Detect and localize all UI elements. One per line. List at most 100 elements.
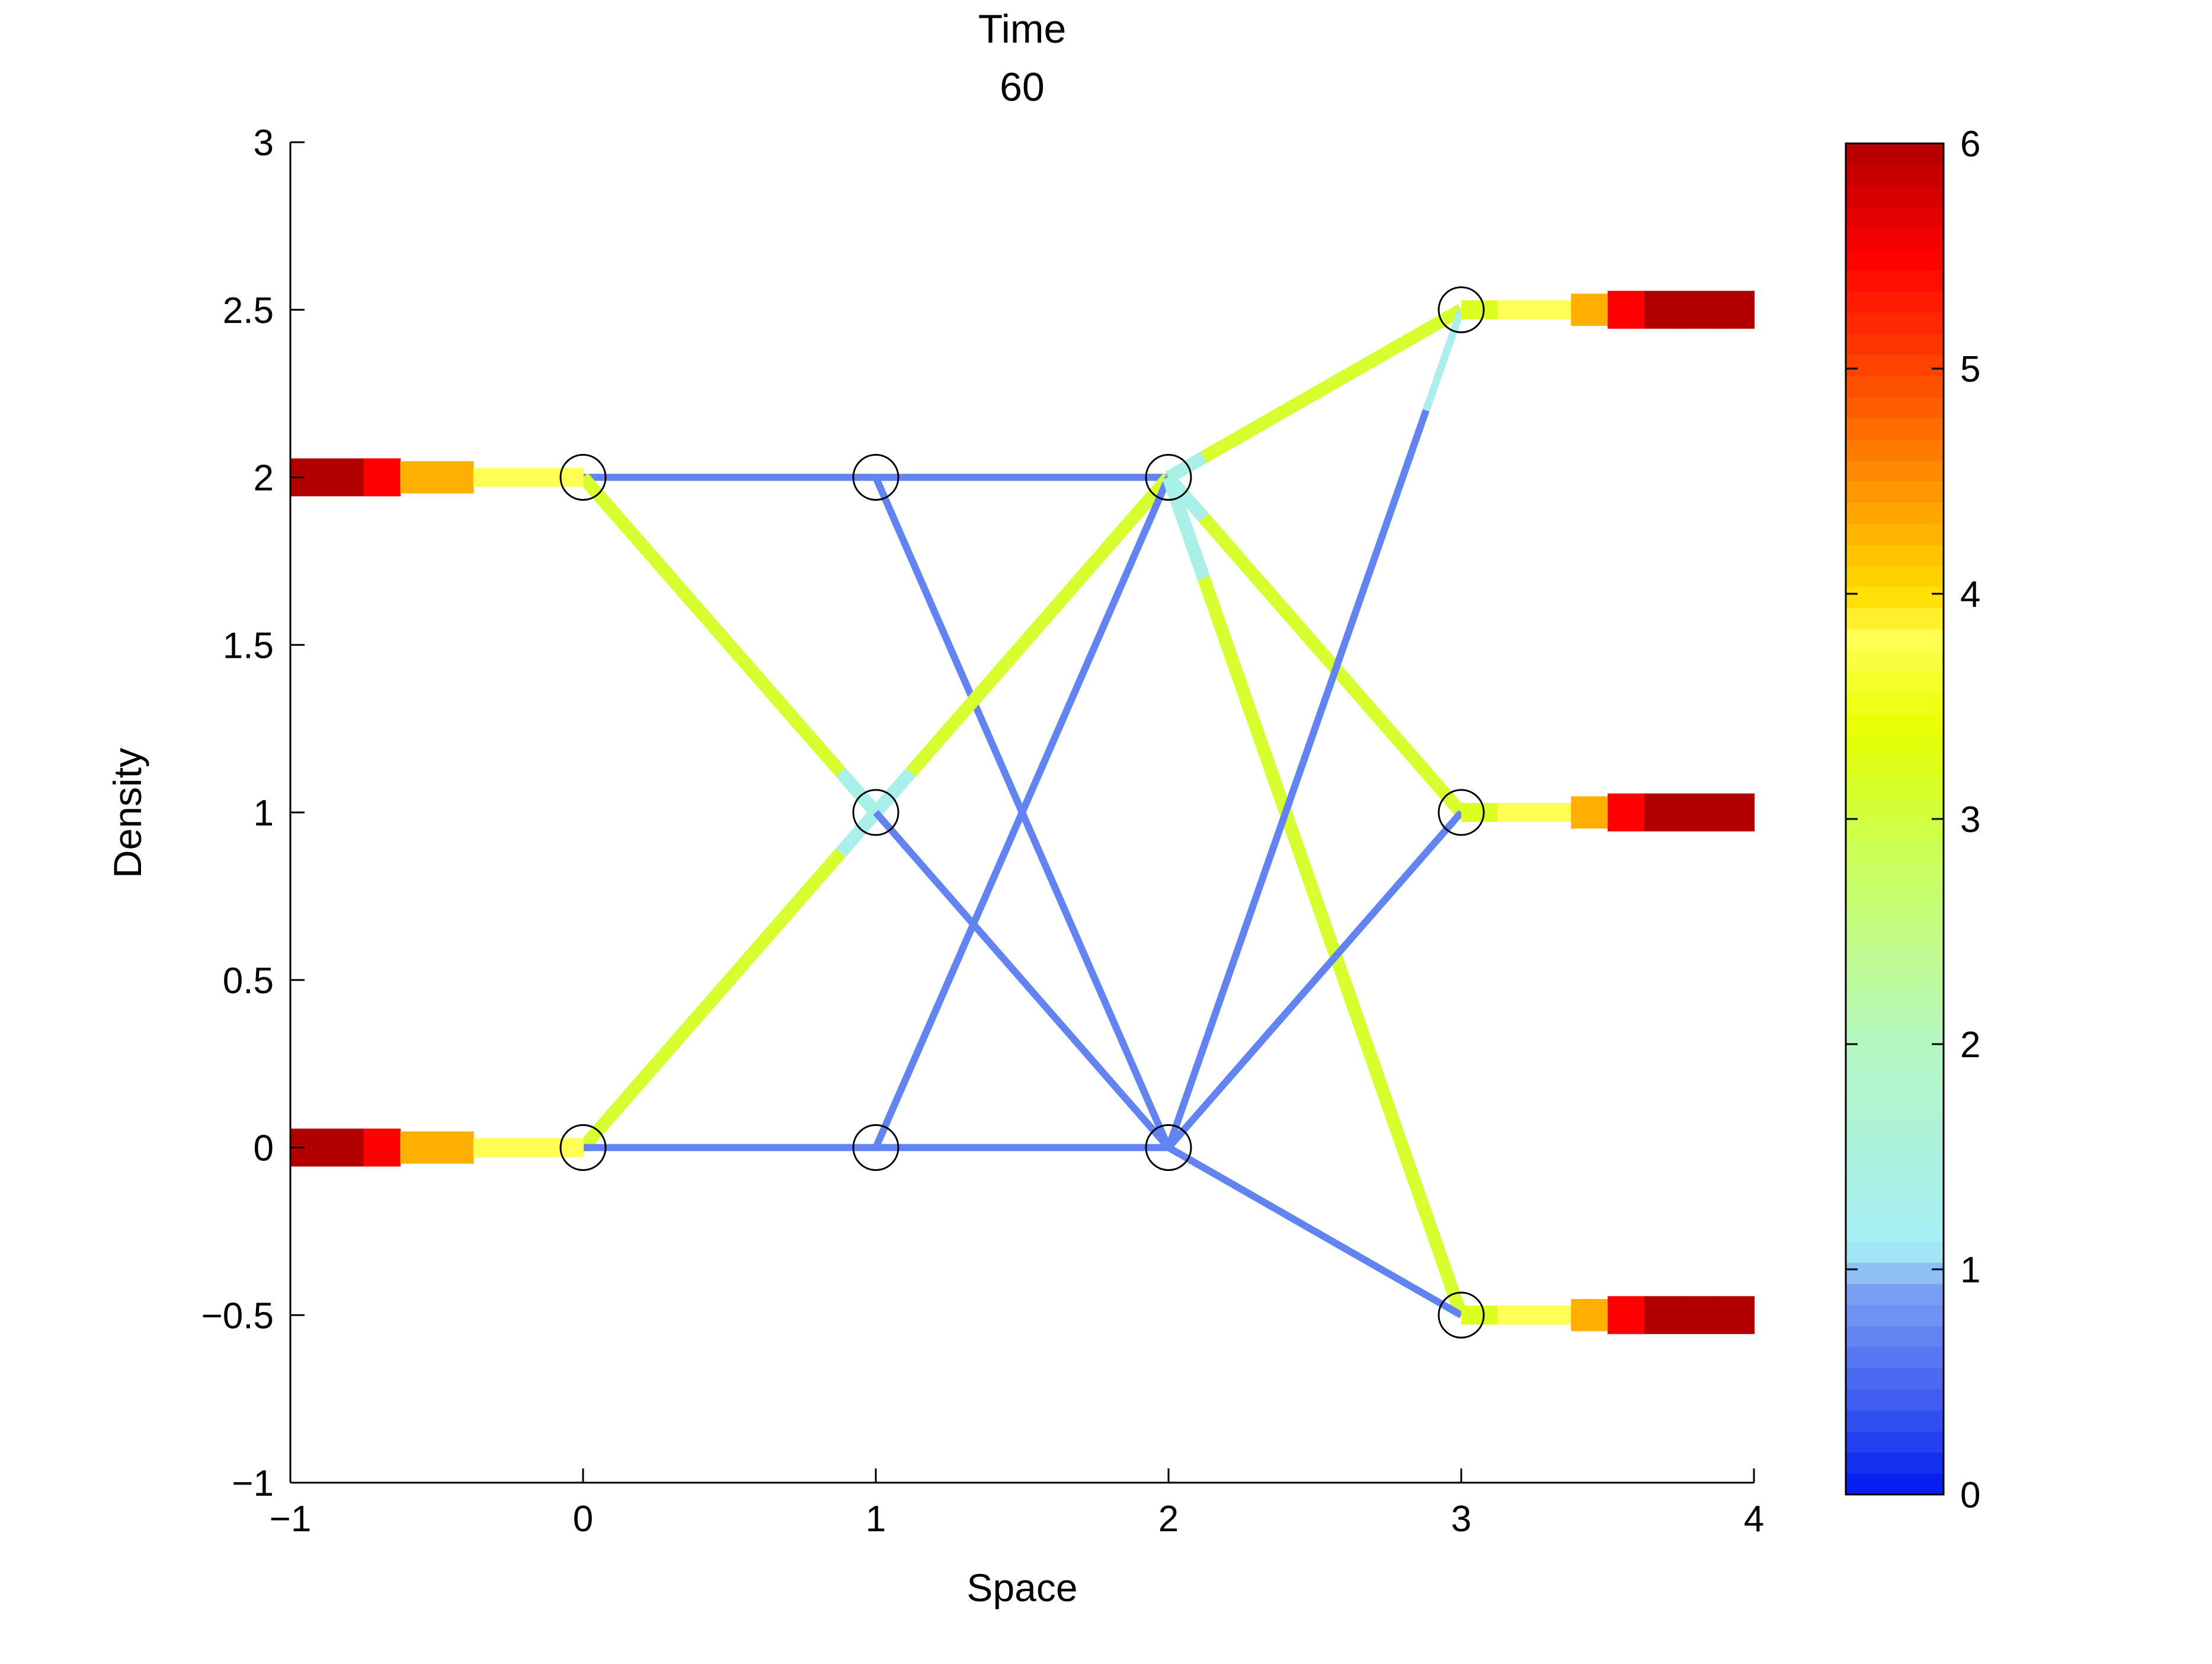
colorbar-band-52 xyxy=(1846,375,1944,398)
y-axis-ticks: −1 −0.5 0 0.5 1 1.5 2 2.5 3 xyxy=(201,123,305,1504)
colorbar-band-24 xyxy=(1846,967,1944,988)
sink-road-2-cell-0 xyxy=(1461,1305,1499,1325)
edge-12 xyxy=(1162,475,1468,1317)
colorbar-band-37 xyxy=(1846,692,1944,714)
colorbar-band-17 xyxy=(1846,1114,1944,1137)
sink-road-2-cell-2 xyxy=(1534,1305,1572,1325)
source-road-1-cell-6 xyxy=(510,1138,548,1157)
node-marker-7 xyxy=(1438,286,1485,334)
node-marker-1 xyxy=(559,1124,607,1171)
colorbar-band-40 xyxy=(1846,629,1944,651)
node-marker-9 xyxy=(1438,1291,1485,1339)
edge-14 xyxy=(1166,810,1464,1150)
edge-6 xyxy=(870,473,1174,817)
sink-road-0-cell-6 xyxy=(1680,290,1718,329)
colorbar-band-13 xyxy=(1846,1199,1944,1221)
edge-11 xyxy=(1163,473,1467,817)
edge-13 xyxy=(1165,308,1465,1149)
source-road-1-cell-1 xyxy=(326,1128,364,1167)
node-marker-3 xyxy=(852,789,899,836)
x-tick-label-3: 2 xyxy=(1158,1499,1179,1540)
colorbar-band-55 xyxy=(1846,312,1944,334)
y-tick-label-0: −1 xyxy=(232,1463,274,1504)
colorbar-band-23 xyxy=(1846,988,1944,1010)
colorbar-band-47 xyxy=(1846,481,1944,503)
colorbar-band-5 xyxy=(1846,1368,1944,1390)
sink-road-0-cell-0 xyxy=(1461,300,1499,319)
colorbar-band-3 xyxy=(1846,1410,1944,1432)
colorbar-band-41 xyxy=(1846,607,1944,630)
colorbar-band-36 xyxy=(1846,713,1944,735)
colorbar-band-32 xyxy=(1846,798,1944,820)
sink-road-2-cell-7 xyxy=(1717,1296,1755,1335)
y-tick-label-2: 0 xyxy=(254,1128,274,1169)
edge-7 xyxy=(873,810,1171,1150)
colorbar-band-10 xyxy=(1846,1262,1944,1284)
source-road-1-cell-4 xyxy=(437,1131,474,1164)
node-marker-5 xyxy=(1145,454,1192,501)
sink-road-2-cell-5 xyxy=(1644,1296,1682,1335)
edge-15 xyxy=(1167,1144,1463,1319)
colorbar-tick-label-5: 5 xyxy=(1960,349,1980,390)
edge-10 xyxy=(1165,304,1465,484)
colorbar-band-48 xyxy=(1846,460,1944,482)
sink-road-0-cell-7 xyxy=(1717,290,1755,329)
y-tick-label-7: 2.5 xyxy=(223,290,274,331)
x-tick-label-5: 4 xyxy=(1744,1499,1764,1540)
node-marker-6 xyxy=(1145,1124,1192,1171)
colorbar-band-51 xyxy=(1846,396,1944,418)
sink-road-1-cell-4 xyxy=(1608,793,1645,831)
colorbar-tick-label-4: 4 xyxy=(1960,574,1980,615)
colorbar-band-63 xyxy=(1846,143,1944,165)
colorbar-band-15 xyxy=(1846,1157,1944,1179)
colorbar-band-35 xyxy=(1846,734,1944,756)
sink-road-0-cell-5 xyxy=(1644,290,1682,329)
edge-8 xyxy=(872,476,1172,1149)
colorbar-band-19 xyxy=(1846,1072,1944,1094)
colorbar-band-4 xyxy=(1846,1388,1944,1411)
colorbar-band-7 xyxy=(1846,1326,1944,1348)
colorbar-band-8 xyxy=(1846,1304,1944,1326)
x-tick-label-4: 3 xyxy=(1451,1499,1471,1540)
sink-road-2-cell-1 xyxy=(1497,1305,1535,1325)
source-road-1-cell-2 xyxy=(363,1128,401,1167)
chart-title-line-2: 60 xyxy=(1000,65,1045,110)
colorbar-band-60 xyxy=(1846,206,1944,229)
sink-road-1-cell-6 xyxy=(1680,793,1718,831)
colorbar-band-30 xyxy=(1846,840,1944,862)
source-road-0-cell-6 xyxy=(510,468,548,487)
edge-10-start-segment xyxy=(1165,452,1207,484)
colorbar-band-46 xyxy=(1846,502,1944,524)
colorbar-band-26 xyxy=(1846,924,1944,946)
y-tick-label-5: 1.5 xyxy=(223,625,274,666)
sink-road-0-cell-2 xyxy=(1534,300,1572,319)
colorbar-band-11 xyxy=(1846,1241,1944,1263)
source-road-1-cell-5 xyxy=(473,1138,511,1157)
colorbar-tick-label-1: 1 xyxy=(1960,1250,1980,1291)
node-marker-0 xyxy=(559,454,607,501)
x-axis-label: Space xyxy=(966,1566,1077,1609)
edge-13-end-segment xyxy=(1423,308,1465,412)
colorbar-band-14 xyxy=(1846,1177,1944,1200)
edge-2 xyxy=(578,808,881,1152)
colorbar-band-59 xyxy=(1846,228,1944,249)
colorbar-band-20 xyxy=(1846,1051,1944,1073)
colorbar-tick-label-2: 2 xyxy=(1960,1025,1980,1065)
colorbar-band-2 xyxy=(1846,1431,1944,1453)
colorbar-band-62 xyxy=(1846,164,1944,187)
sink-road-0-cell-1 xyxy=(1497,300,1535,319)
edge-1 xyxy=(578,473,881,817)
colorbar: 0 1 2 3 4 5 6 xyxy=(1845,124,1980,1516)
y-tick-label-1: −0.5 xyxy=(201,1295,274,1336)
colorbar-band-39 xyxy=(1846,650,1944,672)
node-marker-2 xyxy=(852,454,899,501)
colorbar-band-42 xyxy=(1846,587,1944,609)
colorbar-band-61 xyxy=(1846,185,1944,207)
colorbar-band-33 xyxy=(1846,776,1944,799)
edge-6-start-segment xyxy=(870,767,916,817)
colorbar-band-56 xyxy=(1846,291,1944,313)
colorbar-band-18 xyxy=(1846,1093,1944,1115)
colorbar-band-29 xyxy=(1846,861,1944,883)
colorbar-tick-label-3: 3 xyxy=(1960,799,1980,840)
